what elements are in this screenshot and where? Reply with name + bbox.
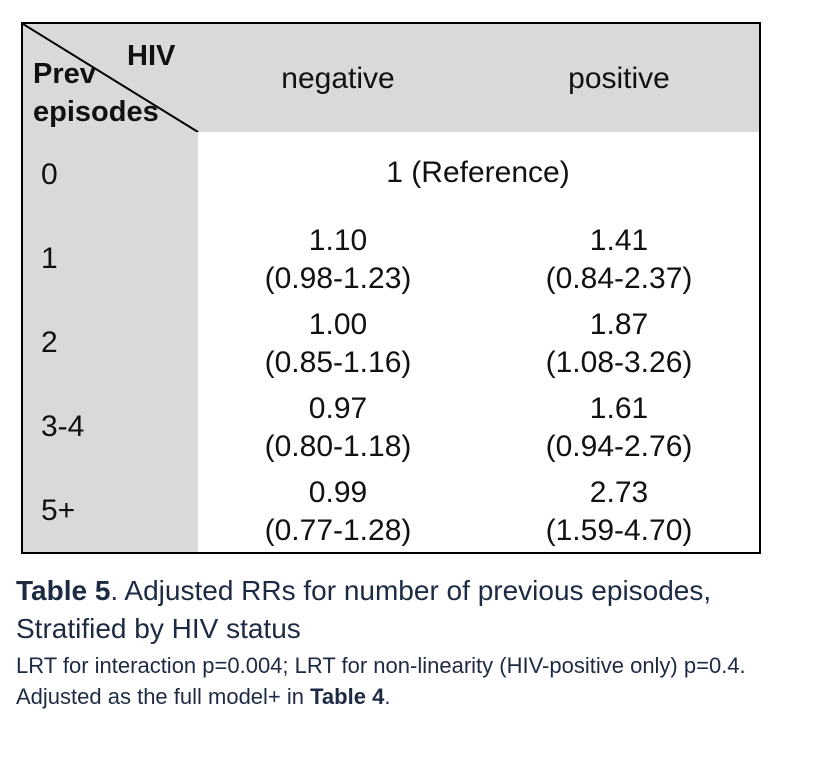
rr-value: 0.99 bbox=[308, 476, 368, 509]
confidence-interval: (0.77-1.28) bbox=[264, 514, 412, 547]
corner-diagonal-line bbox=[23, 24, 199, 132]
column-header-negative: negative bbox=[281, 62, 395, 95]
caption-title: Table 5. Adjusted RRs for number of prev… bbox=[16, 572, 816, 648]
row-label: 0 bbox=[41, 158, 58, 191]
caption-note-table-ref: Table 4 bbox=[310, 684, 385, 709]
rr-value: 1.87 bbox=[589, 308, 649, 341]
results-table: HIV Prev episodes negative positive 0 1 … bbox=[21, 22, 761, 554]
cell-positive: 1.41 (0.84-2.37) bbox=[479, 222, 759, 298]
confidence-interval: (0.80-1.18) bbox=[264, 430, 412, 463]
reference-cell: 1 (Reference) bbox=[386, 156, 570, 189]
row-label: 3-4 bbox=[41, 410, 85, 443]
corner-hiv-label: HIV bbox=[127, 40, 176, 72]
rr-value: 1.10 bbox=[308, 224, 368, 257]
rr-value: 1.00 bbox=[308, 308, 368, 341]
caption-note-text: LRT for interaction p=0.004; LRT for non… bbox=[16, 653, 746, 709]
row-label: 1 bbox=[41, 242, 58, 275]
corner-episodes-label: episodes bbox=[33, 96, 159, 128]
caption-note: LRT for interaction p=0.004; LRT for non… bbox=[16, 650, 816, 712]
rr-value: 1.41 bbox=[589, 224, 649, 257]
rr-value: 2.73 bbox=[589, 476, 649, 509]
cell-negative: 0.97 (0.80-1.18) bbox=[198, 390, 478, 466]
confidence-interval: (0.85-1.16) bbox=[264, 346, 412, 379]
confidence-interval: (0.94-2.76) bbox=[545, 430, 693, 463]
confidence-interval: (1.59-4.70) bbox=[545, 514, 693, 547]
confidence-interval: (1.08-3.26) bbox=[545, 346, 693, 379]
row-label: 5+ bbox=[41, 494, 76, 527]
cell-negative: 0.99 (0.77-1.28) bbox=[198, 474, 478, 550]
caption-table-number: Table 5 bbox=[16, 575, 111, 606]
caption-title-text: . Adjusted RRs for number of previous ep… bbox=[16, 575, 712, 644]
column-header-positive: positive bbox=[568, 62, 670, 95]
cell-positive: 2.73 (1.59-4.70) bbox=[479, 474, 759, 550]
cell-negative: 1.10 (0.98-1.23) bbox=[198, 222, 478, 298]
rr-value: 0.97 bbox=[308, 392, 368, 425]
row-label-column bbox=[23, 132, 198, 552]
corner-prev-label: Prev bbox=[33, 58, 96, 90]
cell-negative: 1.00 (0.85-1.16) bbox=[198, 306, 478, 382]
confidence-interval: (0.84-2.37) bbox=[545, 262, 693, 295]
row-label: 2 bbox=[41, 326, 58, 359]
caption-note-end: . bbox=[384, 684, 391, 709]
confidence-interval: (0.98-1.23) bbox=[264, 262, 412, 295]
table-header-row bbox=[23, 24, 759, 132]
cell-positive: 1.61 (0.94-2.76) bbox=[479, 390, 759, 466]
cell-positive: 1.87 (1.08-3.26) bbox=[479, 306, 759, 382]
table-caption: Table 5. Adjusted RRs for number of prev… bbox=[16, 572, 816, 712]
rr-value: 1.61 bbox=[589, 392, 649, 425]
